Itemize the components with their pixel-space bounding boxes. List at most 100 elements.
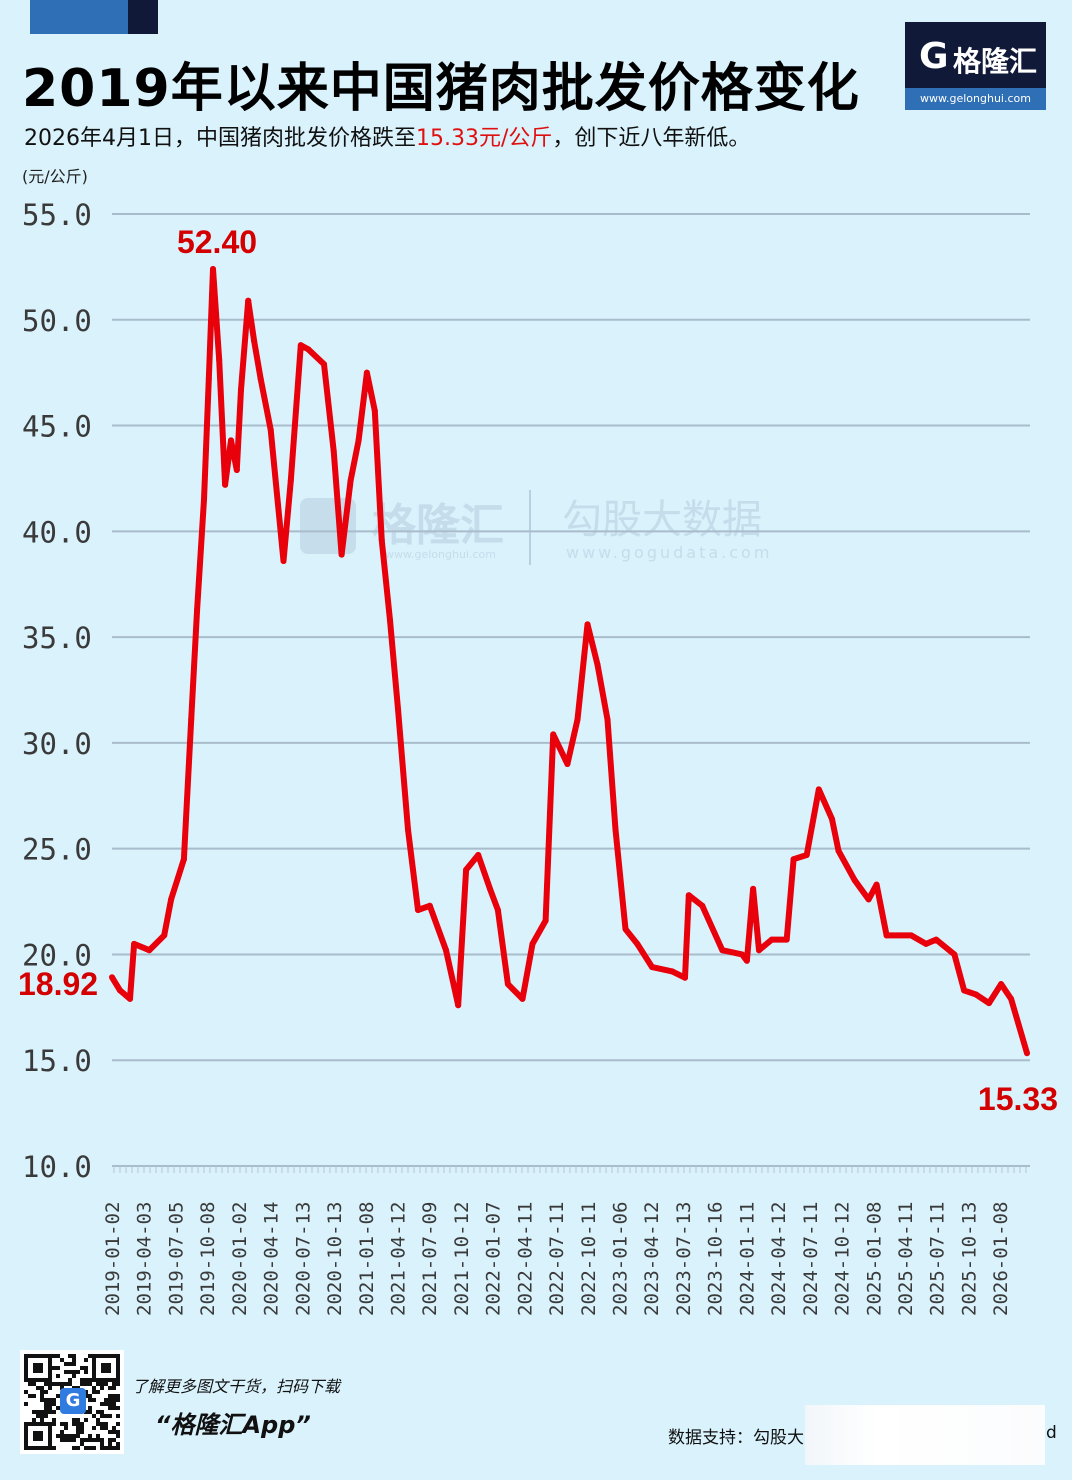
qr-module [24,1390,28,1394]
qr-module [88,1354,92,1358]
data-point [719,947,726,954]
y-tick-label: 45.0 [22,410,92,444]
x-tick-label: 2023-07-13 [673,1202,695,1316]
data-point [455,1002,462,1009]
data-point [584,621,591,628]
qr-module [116,1394,120,1398]
data-point [756,947,763,954]
qr-module [32,1394,36,1398]
data-point [443,947,450,954]
qr-module [100,1402,104,1406]
qr-module [76,1430,80,1434]
qr-module [104,1398,108,1402]
data-source: 数据支持：勾股大 [668,1428,804,1448]
qr-module [116,1446,120,1450]
qr-module [60,1382,64,1386]
x-tick-label: 2026-01-08 [990,1202,1012,1316]
qr-module [44,1406,48,1410]
qr-module [56,1374,60,1378]
qr-module [64,1434,68,1438]
qr-module [88,1382,92,1386]
qr-finder-center [33,1363,43,1373]
qr-module [32,1382,36,1386]
data-point [803,852,810,859]
data-point [131,940,138,947]
qr-module [108,1406,112,1410]
y-tick-label: 40.0 [22,515,92,549]
x-tick-label: 2019-01-02 [102,1202,124,1316]
qr-module [28,1394,32,1398]
data-point [387,617,394,624]
qr-module [92,1390,96,1394]
qr-module [108,1446,112,1450]
qr-module [108,1402,112,1406]
x-tick-label: 2021-01-08 [356,1202,378,1316]
data-point [933,936,940,943]
qr-module [112,1386,116,1390]
data-point [908,932,915,939]
y-tick-label: 55.0 [22,198,92,232]
qr-module [100,1414,104,1418]
data-point [504,981,511,988]
data-point [529,940,536,947]
qr-finder-center [33,1431,43,1441]
annotation-label: 15.33 [978,1081,1058,1117]
data-source-tail: d [1046,1423,1057,1443]
qr-finder [24,1354,52,1382]
qr-module [116,1430,120,1434]
qr-module [52,1366,56,1370]
qr-module [80,1430,84,1434]
x-tick-label: 2020-01-02 [229,1202,251,1316]
qr-module [68,1382,72,1386]
qr-module [72,1370,76,1374]
gridlines [112,213,1030,1062]
qr-module [40,1414,44,1418]
qr-module [112,1426,116,1430]
qr-module [44,1390,48,1394]
qr-module [108,1430,112,1434]
qr-code[interactable]: G [20,1350,124,1454]
data-point [739,951,746,958]
qr-module [84,1366,88,1370]
qr-module [52,1354,56,1358]
qr-module [56,1406,60,1410]
qr-module [52,1410,56,1414]
qr-module [112,1398,116,1402]
qr-module [56,1382,60,1386]
qr-module [52,1446,56,1450]
series-line [109,266,1030,1055]
subtitle-text-end: ，创下近八年新低。 [552,126,751,151]
data-point [161,932,168,939]
data-point [209,266,216,273]
qr-module [64,1422,68,1426]
qr-module [84,1418,88,1422]
qr-module [96,1390,100,1394]
qr-module [52,1398,56,1402]
qr-module [112,1438,116,1442]
data-point [768,936,775,943]
qr-module [28,1382,32,1386]
qr-module [84,1410,88,1414]
watermark: 格隆汇 www.gelonghui.com 勾股大数据 www.gogudata… [300,490,772,565]
qr-module [76,1426,80,1430]
qr-module [104,1426,108,1430]
qr-module [116,1414,120,1418]
qr-module [116,1398,120,1402]
qr-module [116,1382,120,1386]
x-tick-label: 2024-10-12 [832,1202,854,1316]
qr-module [48,1406,52,1410]
watermark-url2: www.gogudata.com [566,543,772,562]
qr-module [88,1394,92,1398]
qr-module [88,1438,92,1442]
x-tick-label: 2022-07-11 [546,1202,568,1316]
qr-module [48,1382,52,1386]
data-point [743,957,750,964]
qr-module [104,1414,108,1418]
qr-module [108,1398,112,1402]
qr-module [112,1406,116,1410]
qr-module [68,1378,72,1382]
qr-module [92,1414,96,1418]
x-tick-label: 2020-07-13 [292,1202,314,1316]
data-point [245,297,252,304]
chart-title: 2019年以来中国猪肉批发价格变化 [22,59,860,119]
